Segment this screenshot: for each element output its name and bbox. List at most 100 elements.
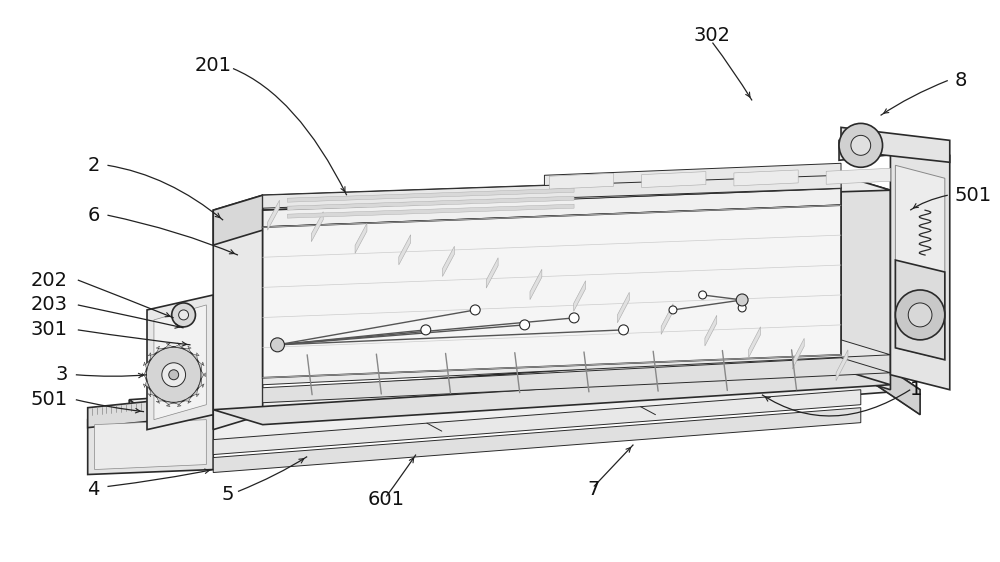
Polygon shape (826, 168, 890, 184)
Polygon shape (129, 350, 920, 445)
Polygon shape (486, 258, 498, 288)
Text: 202: 202 (31, 270, 68, 289)
Polygon shape (184, 397, 191, 404)
Polygon shape (88, 415, 213, 474)
Polygon shape (263, 358, 890, 403)
Polygon shape (198, 380, 204, 388)
Polygon shape (201, 370, 205, 379)
Circle shape (619, 325, 628, 335)
Polygon shape (263, 205, 841, 378)
Polygon shape (192, 389, 199, 397)
Polygon shape (95, 420, 206, 469)
Polygon shape (156, 346, 164, 353)
Circle shape (169, 370, 179, 380)
Text: 4: 4 (87, 480, 100, 499)
Text: 501: 501 (31, 390, 68, 409)
Polygon shape (156, 397, 164, 404)
Polygon shape (287, 188, 574, 202)
Circle shape (421, 325, 431, 335)
Polygon shape (355, 223, 367, 253)
Polygon shape (530, 269, 542, 300)
Polygon shape (443, 246, 454, 277)
Polygon shape (143, 380, 149, 388)
Polygon shape (544, 164, 841, 200)
Text: 3: 3 (56, 365, 68, 384)
Polygon shape (213, 407, 861, 473)
Polygon shape (192, 353, 199, 360)
Circle shape (569, 313, 579, 323)
Circle shape (839, 124, 883, 167)
Circle shape (699, 291, 707, 299)
Text: 301: 301 (31, 320, 68, 339)
Text: 201: 201 (195, 56, 232, 75)
Polygon shape (174, 343, 183, 348)
Polygon shape (263, 175, 841, 208)
Text: 2: 2 (87, 156, 100, 175)
Polygon shape (287, 204, 574, 218)
Polygon shape (839, 135, 886, 160)
Polygon shape (749, 327, 760, 357)
Polygon shape (549, 173, 614, 189)
Polygon shape (268, 200, 279, 230)
Polygon shape (184, 346, 191, 353)
Polygon shape (661, 304, 673, 334)
Polygon shape (174, 401, 183, 406)
Text: 203: 203 (31, 296, 68, 315)
Circle shape (162, 363, 186, 387)
Text: 501: 501 (955, 185, 992, 205)
Circle shape (895, 290, 945, 340)
Polygon shape (129, 400, 189, 469)
Polygon shape (143, 361, 149, 369)
Circle shape (851, 135, 871, 155)
Polygon shape (861, 350, 920, 415)
Polygon shape (165, 343, 173, 348)
Polygon shape (147, 295, 213, 429)
Polygon shape (142, 370, 146, 379)
Polygon shape (836, 350, 848, 380)
Text: 8: 8 (955, 71, 967, 90)
Polygon shape (154, 305, 206, 420)
Polygon shape (263, 188, 841, 227)
Polygon shape (574, 281, 586, 311)
Text: 5: 5 (222, 485, 234, 504)
Circle shape (738, 304, 746, 312)
Polygon shape (841, 128, 950, 162)
Text: 1: 1 (910, 380, 923, 399)
Circle shape (908, 303, 932, 327)
Polygon shape (88, 395, 213, 428)
Circle shape (669, 306, 677, 314)
Polygon shape (399, 235, 411, 265)
Polygon shape (263, 340, 890, 385)
Polygon shape (895, 165, 945, 360)
Circle shape (146, 347, 201, 403)
Circle shape (179, 310, 189, 320)
Circle shape (520, 320, 530, 330)
Polygon shape (213, 195, 263, 429)
Polygon shape (287, 196, 574, 210)
Polygon shape (213, 370, 890, 425)
Polygon shape (148, 353, 155, 360)
Circle shape (736, 294, 748, 306)
Polygon shape (263, 175, 890, 210)
Polygon shape (148, 389, 155, 397)
Circle shape (271, 338, 284, 352)
Text: 302: 302 (694, 26, 731, 45)
Polygon shape (213, 389, 861, 455)
Polygon shape (734, 170, 798, 186)
Polygon shape (165, 401, 173, 406)
Polygon shape (198, 361, 204, 369)
Polygon shape (890, 140, 950, 389)
Circle shape (172, 303, 195, 327)
Polygon shape (792, 338, 804, 369)
Circle shape (746, 364, 758, 376)
Text: 6: 6 (87, 206, 100, 225)
Polygon shape (895, 260, 945, 360)
Polygon shape (311, 212, 323, 242)
Polygon shape (617, 292, 629, 323)
Polygon shape (705, 315, 717, 346)
Circle shape (627, 379, 639, 391)
Text: 601: 601 (368, 490, 405, 509)
Polygon shape (642, 171, 706, 188)
Text: 7: 7 (588, 480, 600, 499)
Polygon shape (213, 195, 263, 245)
